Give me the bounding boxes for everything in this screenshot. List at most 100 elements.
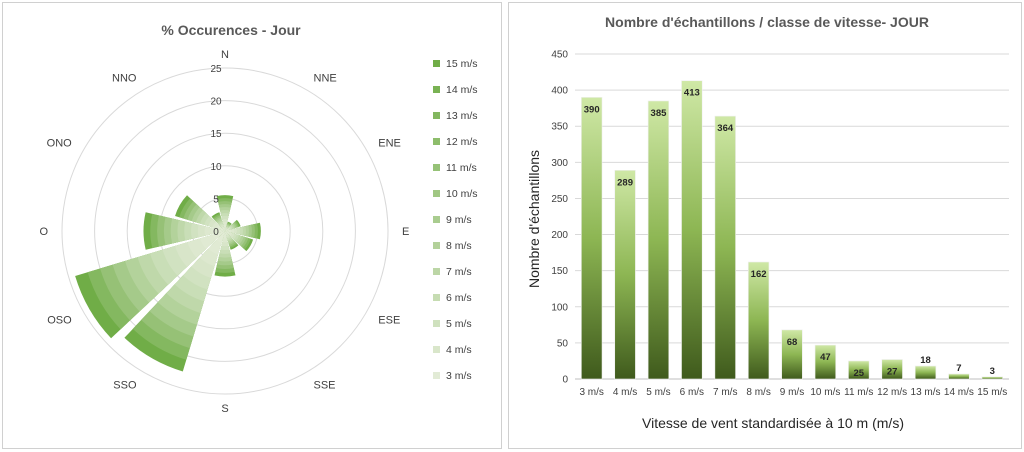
direction-label-ene: ENE — [378, 138, 401, 150]
bar-15ms — [981, 376, 1003, 380]
legend-label: 12 m/s — [446, 136, 478, 148]
legend-swatch — [433, 294, 440, 301]
x-tick-label: 5 m/s — [646, 387, 670, 398]
direction-label-oso: OSO — [47, 315, 72, 327]
bar-value-label: 47 — [820, 352, 831, 363]
y-tick-label: 0 — [562, 375, 568, 386]
legend-item: 3 m/s — [433, 370, 472, 382]
wind-rose-sector-ese — [225, 231, 254, 252]
legend-label: 13 m/s — [446, 110, 478, 122]
wind-rose-sector-e — [225, 222, 261, 240]
legend-label: 11 m/s — [446, 162, 477, 174]
x-tick-label: 9 m/s — [780, 387, 804, 398]
legend-swatch — [433, 268, 440, 275]
legend-item: 9 m/s — [433, 214, 472, 226]
legend-label: 8 m/s — [446, 240, 472, 252]
wind-rose-sector-nne — [225, 221, 232, 231]
y-tick-label: 150 — [551, 266, 568, 277]
legend-label: 3 m/s — [446, 370, 472, 382]
legend-item: 7 m/s — [433, 266, 472, 278]
legend-item: 4 m/s — [433, 344, 472, 356]
y-tick-label: 300 — [551, 158, 568, 169]
direction-label-sso: SSO — [113, 379, 137, 391]
legend-label: 10 m/s — [446, 188, 478, 200]
wind-rose-chart: % Occurences - Jour 0 5 10 15 20 25 N NNE ENE E E… — [39, 22, 478, 415]
radial-tick-label: 20 — [210, 97, 222, 108]
wind-rose-sector-oso — [75, 231, 225, 339]
direction-label-e: E — [402, 226, 409, 238]
wind-rose-sector-ono — [175, 195, 225, 231]
bar-chart-panel: Nombre d'échantillons / classe de vitess… — [508, 2, 1022, 449]
y-tick-label: 450 — [551, 50, 568, 61]
wind-rose-panel: % Occurences - Jour 0 5 10 15 20 25 N NNE ENE E E… — [2, 2, 502, 449]
radial-tick-label: 15 — [210, 129, 222, 140]
legend-swatch — [433, 216, 440, 223]
y-tick-label: 400 — [551, 86, 568, 97]
legend-swatch — [433, 112, 440, 119]
wind-rose-title: % Occurences - Jour — [161, 22, 301, 38]
x-tick-label: 6 m/s — [680, 387, 704, 398]
bar-chart-title: Nombre d'échantillons / classe de vitess… — [605, 14, 929, 30]
x-tick-label: 13 m/s — [911, 387, 941, 398]
legend-swatch — [433, 138, 440, 145]
bar-4ms — [614, 169, 636, 380]
y-axis-title: Nombre d'échantillons — [526, 150, 542, 288]
bar-value-label: 385 — [651, 108, 668, 119]
radial-tick-label: 25 — [210, 64, 222, 75]
direction-label-ono: ONO — [47, 138, 73, 150]
bar-7ms — [714, 115, 736, 380]
bar-5ms — [647, 100, 670, 380]
legend-label: 15 m/s — [446, 58, 478, 70]
x-tick-label: 14 m/s — [944, 387, 974, 398]
legend-swatch — [433, 190, 440, 197]
radial-tick-label: 10 — [210, 162, 222, 173]
bar-value-label: 413 — [684, 88, 700, 99]
legend-item: 10 m/s — [433, 188, 478, 200]
bar-12ms — [881, 359, 903, 380]
legend-swatch — [433, 242, 440, 249]
wind-rose-sector-ene — [225, 219, 241, 231]
y-tick-label: 100 — [551, 302, 568, 313]
bar-13ms — [914, 365, 937, 380]
bar-value-label: 289 — [617, 177, 633, 188]
legend-item: 5 m/s — [433, 318, 472, 330]
legend-swatch — [433, 164, 440, 171]
bar-value-label: 364 — [717, 123, 734, 134]
wind-rose-sector-n — [216, 195, 234, 231]
y-tick-label: 250 — [551, 194, 568, 205]
legend-label: 5 m/s — [446, 318, 472, 330]
legend-item: 12 m/s — [433, 136, 478, 148]
legend-item: 15 m/s — [433, 58, 478, 70]
x-tick-label: 15 m/s — [977, 387, 1007, 398]
sample-count-bar-chart: Nombre d'échantillons / classe de vitess… — [526, 14, 1009, 431]
y-tick-label: 50 — [557, 338, 569, 349]
wind-rose-sector-nno — [211, 212, 225, 231]
wind-rose-sector-sso — [124, 231, 225, 372]
legend-label: 6 m/s — [446, 292, 472, 304]
x-tick-label: 12 m/s — [877, 387, 907, 398]
legend-swatch — [433, 86, 440, 93]
x-tick-label: 4 m/s — [613, 387, 637, 398]
direction-label-s: S — [221, 403, 228, 415]
legend-item: 13 m/s — [433, 110, 478, 122]
legend-swatch — [433, 346, 440, 353]
x-axis-title: Vitesse de vent standardisée à 10 m (m/s… — [642, 415, 904, 431]
bar-value-label: 27 — [887, 367, 898, 378]
direction-label-nno: NNO — [112, 73, 137, 85]
wind-rose-sector-o — [143, 212, 225, 250]
bar-value-label: 25 — [853, 368, 864, 379]
y-tick-label: 200 — [551, 230, 568, 241]
x-tick-label: 8 m/s — [746, 387, 770, 398]
bar-value-label: 18 — [920, 355, 931, 366]
legend-label: 4 m/s — [446, 344, 472, 356]
radial-tick-label: 0 — [213, 227, 219, 238]
legend-item: 6 m/s — [433, 292, 472, 304]
bar-14ms — [948, 373, 970, 380]
radial-tick-label: 5 — [213, 194, 219, 205]
legend-label: 14 m/s — [446, 84, 478, 96]
x-tick-label: 11 m/s — [844, 387, 873, 398]
wind-rose-sector-s — [214, 231, 236, 277]
bar-10ms — [814, 344, 837, 380]
wind-rose-ring — [61, 67, 389, 395]
legend-item: 11 m/s — [433, 162, 477, 174]
